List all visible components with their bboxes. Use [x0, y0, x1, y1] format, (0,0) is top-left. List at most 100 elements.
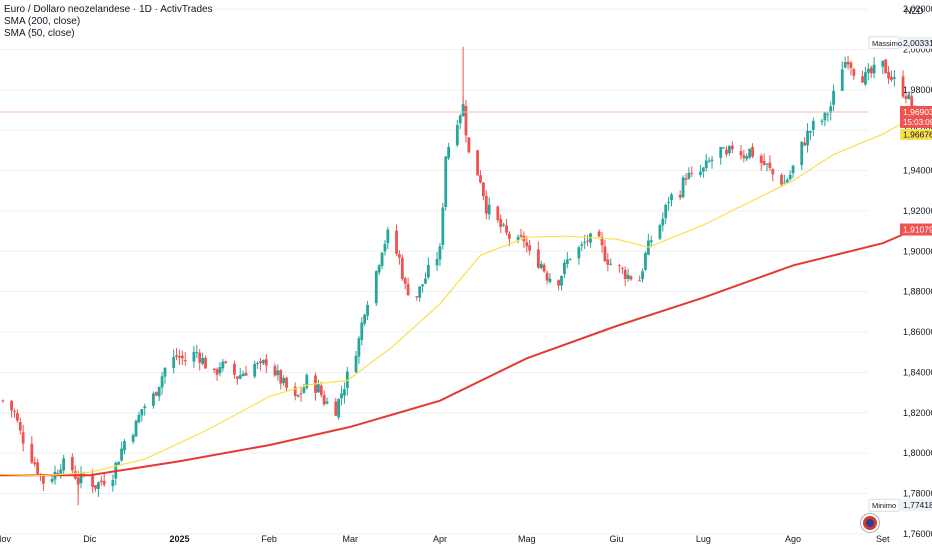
candle [340, 385, 343, 406]
candle-body [363, 314, 367, 324]
candle [496, 205, 500, 223]
candle-body [224, 361, 228, 363]
candle-body [215, 369, 219, 375]
candle-body [285, 377, 288, 388]
last-price-text: 1,96903 [903, 107, 932, 117]
candle [881, 60, 885, 75]
candle-body [780, 174, 783, 185]
candle-body [198, 352, 202, 363]
candle [421, 284, 424, 293]
candle-body [438, 246, 442, 260]
candle-body [864, 72, 867, 85]
candle-body [56, 472, 60, 474]
candle [707, 157, 711, 163]
candle [458, 113, 462, 130]
candle [204, 355, 207, 369]
candle-body [809, 131, 812, 133]
max-tag-text: Massimo [872, 39, 902, 48]
last-price-bg [900, 105, 932, 128]
price-axis[interactable]: 1,76000 1,78000 1,80000 1,82000 1,84000 1,860… [903, 4, 932, 539]
candle [809, 130, 812, 141]
candle-body [811, 120, 815, 130]
candle-body [626, 274, 630, 279]
candle [603, 239, 607, 263]
min-price-badge-bg [900, 499, 932, 512]
candle [684, 173, 688, 186]
candle [70, 453, 74, 474]
candle [175, 347, 178, 361]
candle [479, 170, 482, 184]
candle [476, 150, 479, 176]
x-tick-label: Mar [342, 534, 358, 544]
candle [626, 268, 630, 282]
candle-body [901, 76, 905, 97]
candle [337, 398, 341, 420]
candle-body [241, 373, 245, 377]
currency-label: NZD [905, 6, 924, 16]
candle-body [319, 385, 323, 396]
min-tag: Minimo [868, 498, 900, 512]
candle-body [872, 64, 876, 74]
candle [872, 57, 876, 79]
candle [861, 70, 864, 83]
candle-body [505, 225, 508, 233]
candle [866, 63, 870, 81]
candle-body [704, 160, 708, 169]
candle-body [840, 69, 844, 91]
candle [447, 142, 451, 161]
candle [823, 111, 827, 127]
candle [426, 257, 430, 280]
candle [597, 229, 601, 237]
candle [279, 369, 283, 390]
candle-body [525, 242, 529, 247]
candle-body [820, 120, 824, 122]
candle [102, 473, 106, 487]
candle-body [218, 367, 222, 374]
sma50-line [0, 115, 915, 477]
candle-body [99, 480, 103, 483]
candle-body [727, 146, 731, 154]
candle [560, 275, 563, 291]
y-tick-label: 1,94000 [903, 166, 932, 176]
candle-body [261, 360, 265, 364]
candle-body [907, 94, 911, 99]
candle-body [140, 409, 144, 416]
candle [629, 275, 633, 281]
legend: Euro / Dollaro neozelandese · 1D · Activ… [4, 4, 213, 40]
candle [354, 351, 358, 373]
candle-body [658, 225, 662, 239]
candle [302, 383, 306, 394]
time-axis[interactable]: Nov Dic 2025 Feb Mar Apr Mag Giu Lug Ago Set [0, 534, 890, 544]
candle [901, 70, 905, 99]
candle [519, 228, 523, 239]
candle-body [264, 359, 268, 366]
candle [441, 202, 445, 250]
candle-body [707, 160, 711, 162]
candle [638, 275, 642, 282]
candle-body [725, 149, 728, 155]
candle [123, 438, 126, 455]
candle-body [742, 155, 746, 159]
candle [316, 379, 320, 393]
candle [192, 346, 196, 368]
candle [649, 235, 653, 248]
candle [261, 359, 265, 365]
candle [522, 231, 526, 248]
candle [30, 436, 34, 465]
indicator-sma200-label[interactable]: SMA (200, close) [4, 16, 81, 27]
indicator-sma50-label[interactable]: SMA (50, close) [4, 28, 75, 39]
candle-body [623, 269, 627, 279]
candle [363, 313, 367, 327]
candle-body [861, 76, 864, 83]
candle-body [152, 393, 155, 406]
candle-body [221, 361, 225, 369]
candle-body [157, 386, 161, 397]
candle-body [539, 263, 543, 269]
symbol-title[interactable]: Euro / Dollaro neozelandese · 1D · Activ… [4, 4, 213, 15]
candle-body [496, 206, 500, 221]
candle [154, 391, 158, 397]
candle [224, 360, 228, 365]
tradingview-logo-icon[interactable] [861, 514, 879, 532]
candle-body [568, 258, 572, 260]
